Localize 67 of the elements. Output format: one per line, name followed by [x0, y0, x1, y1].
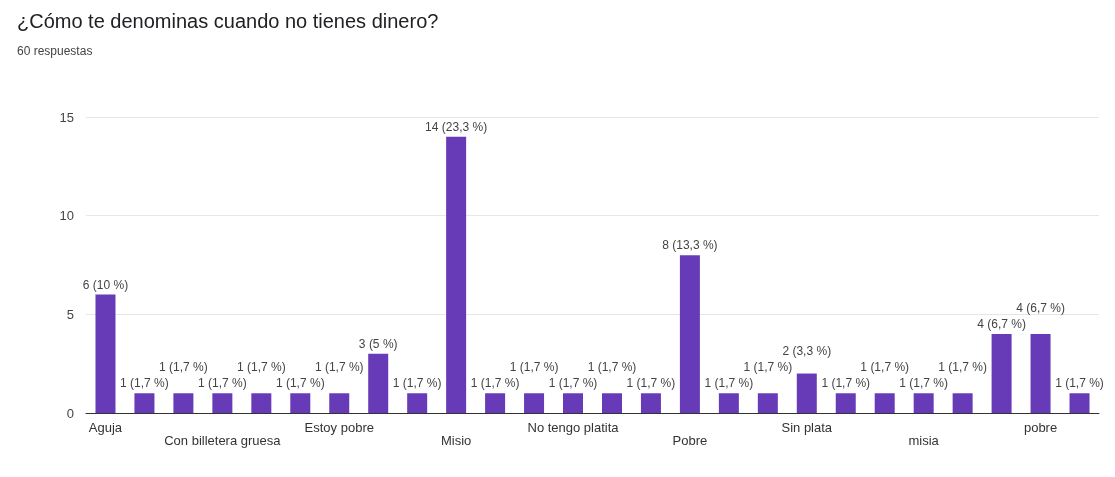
- bar: [952, 393, 973, 413]
- bar: [329, 393, 350, 413]
- bar: [134, 393, 155, 413]
- bar: [679, 255, 700, 413]
- bar: [368, 353, 389, 413]
- data-label: 1 (1,7 %): [704, 376, 754, 391]
- data-label: 1 (1,7 %): [470, 376, 520, 391]
- bar: [640, 393, 661, 413]
- data-label: 6 (10 %): [82, 277, 129, 292]
- x-tick-label: Estoy pobre: [304, 420, 374, 435]
- data-label: 1 (1,7 %): [392, 376, 442, 391]
- x-tick-label: Aguja: [88, 420, 123, 435]
- data-label: 4 (6,7 %): [1016, 301, 1065, 316]
- data-label: 1 (1,7 %): [938, 360, 987, 375]
- bar: [173, 393, 194, 413]
- data-label: 8 (13,3 %): [662, 238, 718, 253]
- chart-subtitle: 60 respuestas: [17, 44, 93, 58]
- x-tick-label: No tengo platita: [527, 420, 620, 435]
- bar: [407, 393, 428, 413]
- bar: [601, 393, 622, 413]
- x-tick-label: misia: [908, 433, 940, 448]
- data-label: 1 (1,7 %): [548, 376, 598, 391]
- bar: [1030, 334, 1051, 413]
- data-label: 1 (1,7 %): [198, 376, 247, 391]
- bar: [796, 373, 817, 413]
- chart-title: ¿Cómo te denominas cuando no tienes dinero?: [17, 10, 439, 32]
- bar: [212, 393, 233, 413]
- data-label: 1 (1,7 %): [509, 360, 559, 375]
- y-tick-label: 10: [59, 208, 74, 224]
- bar: [835, 393, 856, 413]
- data-label: 1 (1,7 %): [236, 360, 286, 375]
- bar: [1069, 393, 1090, 413]
- data-label: 1 (1,7 %): [1055, 376, 1104, 391]
- data-label: 1 (1,7 %): [821, 376, 871, 391]
- data-label: 14 (23,3 %): [425, 119, 488, 134]
- y-tick-label: 0: [66, 405, 74, 421]
- data-label: 1 (1,7 %): [159, 360, 208, 375]
- bar: [913, 393, 934, 413]
- bar: [524, 393, 545, 413]
- data-label: 1 (1,7 %): [743, 360, 793, 375]
- x-tick-label: Con billetera gruesa: [164, 433, 282, 448]
- bar: [251, 393, 272, 413]
- bar: [290, 393, 311, 413]
- bar: [757, 393, 778, 413]
- data-label: 4 (6,7 %): [977, 317, 1026, 332]
- bar: [874, 393, 895, 413]
- data-label: 1 (1,7 %): [314, 360, 364, 375]
- bar: [563, 393, 584, 413]
- x-tick-label: Pobre: [672, 433, 708, 448]
- data-label: 2 (3,3 %): [782, 344, 832, 359]
- data-label: 1 (1,7 %): [275, 376, 325, 391]
- bar: [446, 136, 467, 413]
- data-label: 1 (1,7 %): [626, 376, 676, 391]
- x-tick-label: Misio: [440, 433, 472, 448]
- data-label: 1 (1,7 %): [587, 360, 637, 375]
- data-label: 1 (1,7 %): [120, 376, 169, 391]
- data-label: 1 (1,7 %): [899, 376, 949, 391]
- data-label: 1 (1,7 %): [860, 360, 910, 375]
- y-tick-label: 15: [59, 109, 74, 125]
- bar: [718, 393, 739, 413]
- x-tick-label: Sin plata: [781, 420, 833, 435]
- y-tick-label: 5: [66, 306, 74, 322]
- bar: [485, 393, 506, 413]
- bar: [95, 294, 116, 413]
- data-label: 3 (5 %): [358, 336, 398, 351]
- bar: [991, 334, 1012, 413]
- x-tick-label: pobre: [1023, 420, 1058, 435]
